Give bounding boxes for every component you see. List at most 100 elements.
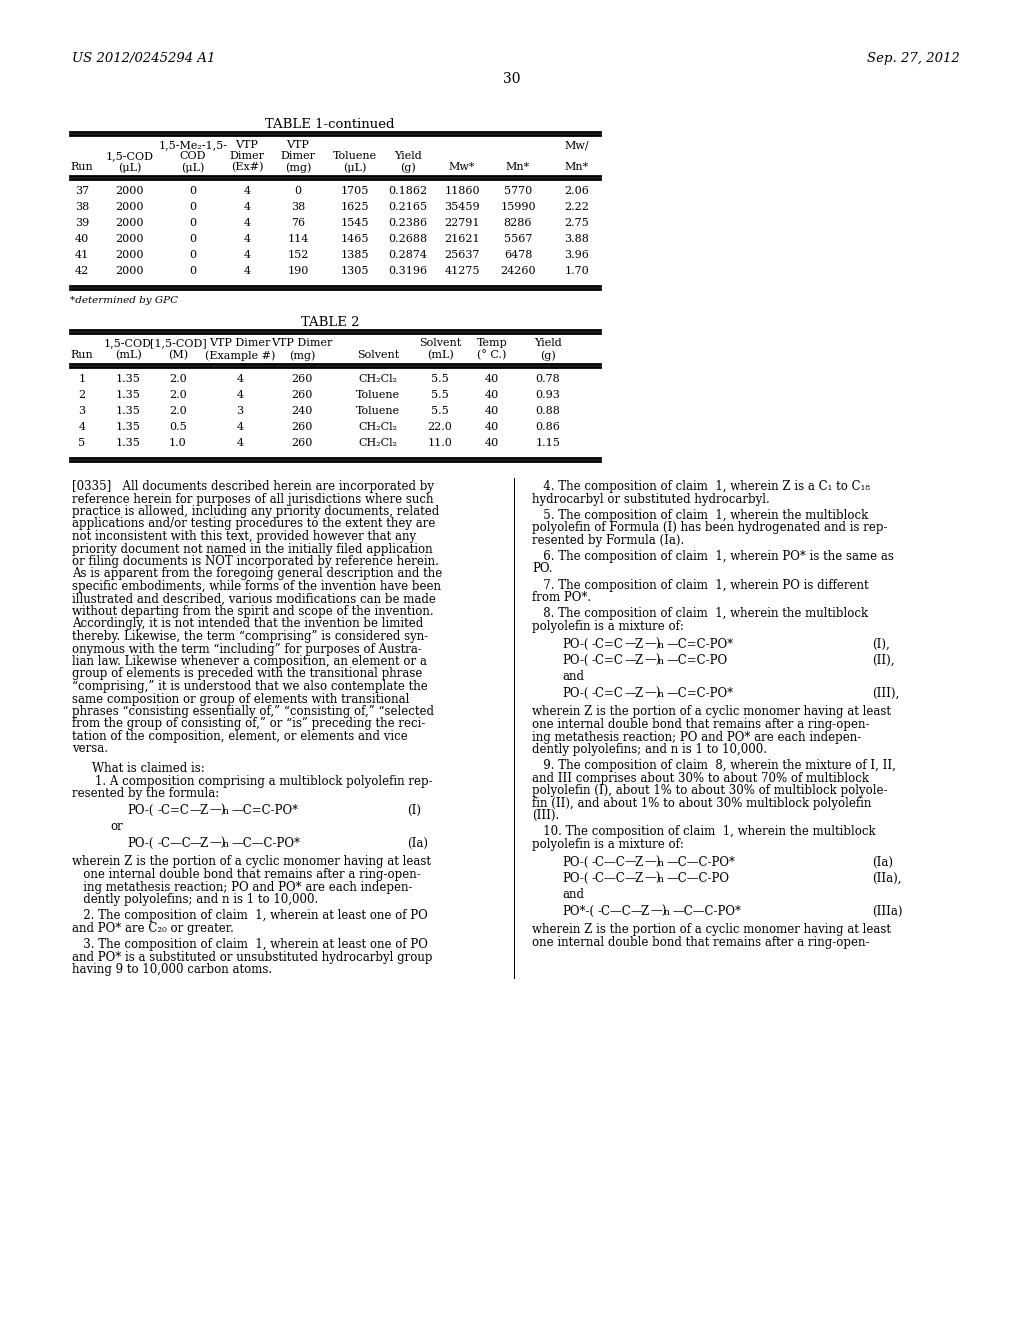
Text: n: n	[658, 640, 664, 649]
Text: What is claimed is:: What is claimed is:	[92, 763, 205, 776]
Text: 3.88: 3.88	[564, 234, 590, 244]
Text: CH₂Cl₂: CH₂Cl₂	[358, 374, 397, 384]
Text: 5.5: 5.5	[431, 374, 449, 384]
Text: —C—C-PO*: —C—C-PO*	[672, 906, 741, 917]
Text: —: —	[624, 873, 636, 884]
Text: —C—C-PO: —C—C-PO	[666, 873, 729, 884]
Text: —): —)	[644, 873, 660, 884]
Text: polyolefin of Formula (I) has been hydrogenated and is rep-: polyolefin of Formula (I) has been hydro…	[532, 521, 888, 535]
Text: n: n	[223, 807, 229, 816]
Text: lian law. Likewise whenever a composition, an element or a: lian law. Likewise whenever a compositio…	[72, 655, 427, 668]
Text: 40: 40	[75, 234, 89, 244]
Text: and: and	[562, 671, 584, 684]
Text: (Ia): (Ia)	[407, 837, 428, 850]
Text: 0.88: 0.88	[536, 407, 560, 416]
Text: 1465: 1465	[341, 234, 370, 244]
Text: 4: 4	[244, 202, 251, 213]
Text: 4: 4	[79, 422, 86, 432]
Text: 4: 4	[237, 389, 244, 400]
Text: 38: 38	[291, 202, 305, 213]
Text: 2.75: 2.75	[564, 218, 590, 228]
Text: one internal double bond that remains after a ring-open-: one internal double bond that remains af…	[72, 869, 421, 880]
Text: 1.35: 1.35	[116, 422, 140, 432]
Text: (μL): (μL)	[343, 162, 367, 173]
Text: PO-(: PO-(	[562, 638, 589, 651]
Text: 0: 0	[189, 186, 197, 195]
Text: Solvent: Solvent	[419, 338, 461, 348]
Text: VTP: VTP	[287, 140, 309, 150]
Text: 4: 4	[237, 438, 244, 447]
Text: 38: 38	[75, 202, 89, 213]
Text: 25637: 25637	[444, 249, 480, 260]
Text: 260: 260	[291, 389, 312, 400]
Text: 2000: 2000	[116, 202, 144, 213]
Text: reference herein for purposes of all jurisdictions where such: reference herein for purposes of all jur…	[72, 492, 433, 506]
Text: (mL): (mL)	[427, 350, 454, 360]
Text: 1.70: 1.70	[564, 267, 590, 276]
Text: (IIIa): (IIIa)	[872, 906, 902, 917]
Text: n: n	[658, 875, 664, 884]
Text: 2000: 2000	[116, 267, 144, 276]
Text: resented by the formula:: resented by the formula:	[72, 788, 219, 800]
Text: 76: 76	[291, 218, 305, 228]
Text: Accordingly, it is not intended that the invention be limited: Accordingly, it is not intended that the…	[72, 618, 423, 631]
Text: without departing from the spirit and scope of the invention.: without departing from the spirit and sc…	[72, 605, 433, 618]
Text: 260: 260	[291, 438, 312, 447]
Text: CH₂Cl₂: CH₂Cl₂	[358, 438, 397, 447]
Text: 0.1862: 0.1862	[388, 186, 428, 195]
Text: (I): (I)	[407, 804, 421, 817]
Text: 30: 30	[503, 73, 521, 86]
Text: 35459: 35459	[444, 202, 480, 213]
Text: 0.93: 0.93	[536, 389, 560, 400]
Text: Mw/: Mw/	[564, 140, 590, 150]
Text: 1545: 1545	[341, 218, 370, 228]
Text: 0.2386: 0.2386	[388, 218, 428, 228]
Text: and III comprises about 30% to about 70% of multiblock: and III comprises about 30% to about 70%…	[532, 772, 869, 785]
Text: specific embodiments, while forms of the invention have been: specific embodiments, while forms of the…	[72, 579, 441, 593]
Text: 260: 260	[291, 374, 312, 384]
Text: 2.22: 2.22	[564, 202, 590, 213]
Text: (M): (M)	[168, 350, 188, 360]
Text: 2000: 2000	[116, 249, 144, 260]
Text: PO-(: PO-(	[562, 686, 589, 700]
Text: Dimer: Dimer	[229, 150, 264, 161]
Text: 1625: 1625	[341, 202, 370, 213]
Text: —): —)	[644, 638, 660, 651]
Text: PO-(: PO-(	[562, 653, 589, 667]
Text: 1.0: 1.0	[169, 438, 186, 447]
Text: group of elements is preceded with the transitional phrase: group of elements is preceded with the t…	[72, 668, 422, 681]
Text: 1385: 1385	[341, 249, 370, 260]
Text: 2: 2	[79, 389, 86, 400]
Text: PO-(: PO-(	[562, 855, 589, 869]
Text: dently polyolefins; and n is 1 to 10,000.: dently polyolefins; and n is 1 to 10,000…	[72, 894, 318, 906]
Text: ing metathesis reaction; PO and PO* are each indepen-: ing metathesis reaction; PO and PO* are …	[72, 880, 413, 894]
Text: (I),: (I),	[872, 638, 890, 651]
Text: —): —)	[644, 855, 660, 869]
Text: resented by Formula (Ia).: resented by Formula (Ia).	[532, 533, 684, 546]
Text: —: —	[624, 855, 636, 869]
Text: Run: Run	[71, 350, 93, 360]
Text: —): —)	[650, 906, 667, 917]
Text: 4: 4	[237, 374, 244, 384]
Text: 21621: 21621	[444, 234, 480, 244]
Text: 260: 260	[291, 422, 312, 432]
Text: -C=C: -C=C	[592, 686, 624, 700]
Text: 3.96: 3.96	[564, 249, 590, 260]
Text: 0.86: 0.86	[536, 422, 560, 432]
Text: 0.78: 0.78	[536, 374, 560, 384]
Text: 2000: 2000	[116, 234, 144, 244]
Text: practice is allowed, including any priority documents, related: practice is allowed, including any prior…	[72, 506, 439, 517]
Text: (Example #): (Example #)	[205, 350, 275, 360]
Text: 0: 0	[189, 249, 197, 260]
Text: -C—C: -C—C	[592, 855, 626, 869]
Text: 10. The composition of claim  1, wherein the multiblock: 10. The composition of claim 1, wherein …	[532, 825, 876, 838]
Text: 2. The composition of claim  1, wherein at least one of PO: 2. The composition of claim 1, wherein a…	[72, 909, 428, 923]
Text: CH₂Cl₂: CH₂Cl₂	[358, 422, 397, 432]
Text: illustrated and described, various modifications can be made: illustrated and described, various modif…	[72, 593, 436, 606]
Text: (mL): (mL)	[115, 350, 141, 360]
Text: —: —	[630, 906, 642, 917]
Text: 6478: 6478	[504, 249, 532, 260]
Text: (Ia): (Ia)	[872, 855, 893, 869]
Text: same composition or group of elements with transitional: same composition or group of elements wi…	[72, 693, 410, 705]
Text: or: or	[110, 821, 123, 833]
